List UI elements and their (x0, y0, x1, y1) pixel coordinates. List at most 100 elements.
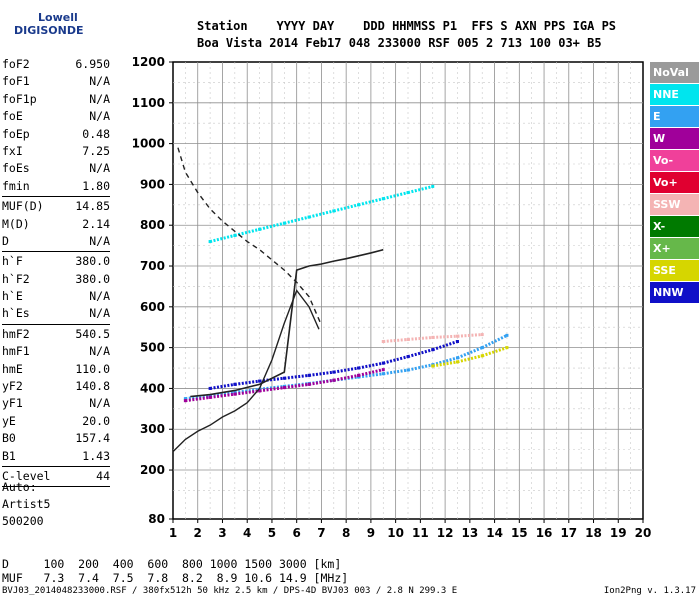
y-tick-label: 1000 (132, 137, 165, 151)
echo-trace-e (383, 368, 409, 376)
echo-trace-w (209, 392, 236, 399)
x-tick-label: 17 (560, 526, 577, 540)
param-row: hmF1 N/A (2, 343, 110, 360)
echo-trace-e (456, 346, 483, 360)
param-name: h`E (2, 289, 23, 304)
scaled-trace-line (190, 248, 384, 398)
x-tick-label: 7 (317, 526, 325, 540)
param-row: yF1 N/A (2, 395, 110, 412)
param-value: N/A (89, 233, 110, 248)
auto-label: Auto: (2, 480, 37, 494)
logo-digisonde: DIGISONDE (14, 24, 84, 37)
echo-trace-nne (407, 184, 434, 195)
echo-trace-nnw (358, 361, 384, 370)
param-name: yE (2, 413, 16, 428)
param-value: 1.43 (82, 448, 110, 463)
legend-w: W (650, 128, 699, 149)
param-row: foF2 6.950 (2, 56, 110, 73)
param-value: N/A (89, 161, 110, 176)
echo-trace-e (358, 372, 384, 379)
logo-lowell: Lowell (38, 11, 78, 24)
param-name: foF1p (2, 91, 37, 106)
param-row: h`F2 380.0 (2, 271, 110, 288)
station-header: Station YYYY DAY DDD HHMMSS P1 FFS S AXN… (197, 18, 616, 52)
echo-trace-ssw (407, 335, 433, 341)
x-tick-label: 13 (461, 526, 478, 540)
muf-distance-table: D 100 200 400 600 800 1000 1500 3000 [km… (2, 557, 348, 585)
echo-trace-w (185, 395, 211, 403)
echo-trace-nne (358, 197, 384, 207)
param-value: N/A (89, 74, 110, 89)
y-tick-label: 300 (140, 422, 165, 436)
legend-x-: X+ (650, 238, 699, 259)
echo-trace-w (308, 378, 335, 386)
legend-sse: SSE (650, 260, 699, 281)
legend-vo-: Vo- (650, 150, 699, 171)
param-row: foEs N/A (2, 160, 110, 177)
param-row: h`Es N/A (2, 305, 110, 322)
param-value: N/A (89, 109, 110, 124)
polarization-legend: NoVal NNE E W Vo- Vo+ SSW X- X+ SSE NNW (650, 62, 699, 304)
muf-curve (177, 147, 323, 326)
y-tick-label: 80 (148, 512, 165, 526)
param-name: foEs (2, 161, 30, 176)
echo-trace-w (259, 386, 285, 393)
x-tick-label: 19 (610, 526, 627, 540)
x-tick-label: 6 (293, 526, 301, 540)
param-row: fmin 1.80 (2, 178, 110, 195)
header-line-2: Boa Vista 2014 Feb17 048 233000 RSF 005 … (197, 36, 602, 50)
x-tick-label: 5 (268, 526, 276, 540)
echo-trace-nnw (333, 366, 359, 374)
param-row: yE 20.0 (2, 413, 110, 430)
scaled-parameters-panel: foF2 6.950 foF1 N/A foF1p N/A foE N/A foEp 0.48 fx… (2, 56, 110, 488)
echo-trace-w (284, 382, 310, 390)
echo-trace-nne (333, 203, 359, 213)
echo-trace-nnw (234, 379, 260, 386)
param-row: foF1p N/A (2, 91, 110, 108)
x-tick-label: 2 (194, 526, 202, 540)
param-row: yF2 140.8 (2, 378, 110, 395)
param-name: h`Es (2, 306, 30, 321)
param-row: B1 1.43 (2, 448, 110, 465)
param-row: fxI 7.25 (2, 143, 110, 160)
param-name: hmF2 (2, 326, 30, 341)
x-tick-label: 16 (536, 526, 553, 540)
x-tick-label: 8 (342, 526, 350, 540)
echo-trace-e (209, 391, 236, 398)
param-value: N/A (89, 91, 110, 106)
echo-trace-nnw (407, 348, 434, 359)
echo-trace-nnw (209, 382, 236, 390)
y-tick-label: 200 (140, 463, 165, 477)
y-tick-label: 500 (140, 341, 165, 355)
x-tick-label: 1 (169, 526, 177, 540)
echo-trace-ssw (383, 337, 409, 343)
param-row: B0 157.4 (2, 430, 110, 447)
param-name: h`F (2, 254, 23, 269)
param-separator (2, 251, 110, 253)
param-value: 380.0 (75, 271, 110, 286)
y-tick-label: 600 (140, 300, 165, 314)
x-tick-label: 15 (511, 526, 528, 540)
x-tick-label: 9 (367, 526, 375, 540)
param-row: C-level 44 (2, 468, 110, 485)
y-tick-label: 1200 (132, 55, 165, 69)
y-tick-label: 1100 (132, 96, 165, 110)
param-name: h`F2 (2, 271, 30, 286)
param-value: 380.0 (75, 254, 110, 269)
legend-vo-: Vo+ (650, 172, 699, 193)
param-name: yF2 (2, 379, 23, 394)
y-tick-label: 800 (140, 218, 165, 232)
x-tick-label: 4 (243, 526, 251, 540)
echo-trace-w (333, 373, 359, 382)
x-tick-label: 11 (412, 526, 429, 540)
param-value: 14.85 (75, 199, 110, 214)
version-label: Ion2Png v. 1.3.17 (603, 586, 696, 596)
digisonde-logo: Lowell DIGISONDE (0, 0, 83, 40)
param-value: 540.5 (75, 326, 110, 341)
echo-trace-nnw (284, 373, 310, 380)
param-name: B1 (2, 448, 16, 463)
param-name: foEp (2, 126, 30, 141)
echo-trace-sse (432, 360, 458, 368)
x-tick-label: 14 (486, 526, 503, 540)
param-name: C-level (2, 468, 51, 483)
